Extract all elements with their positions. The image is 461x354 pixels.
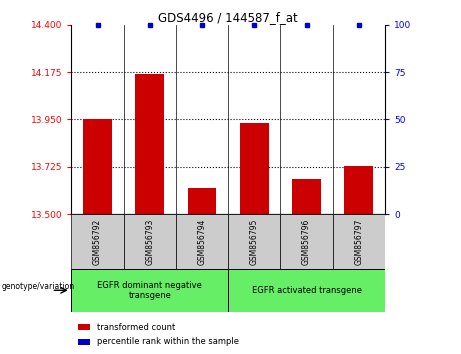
Bar	[124, 214, 176, 269]
Bar	[176, 214, 228, 269]
Text: transformed count: transformed count	[96, 322, 175, 332]
Bar	[78, 339, 90, 345]
Bar	[228, 269, 385, 312]
Text: GSM856794: GSM856794	[198, 218, 207, 265]
Text: GSM856796: GSM856796	[302, 218, 311, 265]
Bar	[71, 269, 228, 312]
Text: genotype/variation: genotype/variation	[1, 281, 75, 291]
Text: EGFR activated transgene: EGFR activated transgene	[252, 286, 361, 295]
Text: GSM856795: GSM856795	[250, 218, 259, 265]
Text: percentile rank within the sample: percentile rank within the sample	[96, 337, 238, 347]
Text: GSM856793: GSM856793	[145, 218, 154, 265]
Bar	[78, 324, 90, 330]
Bar	[83, 119, 112, 214]
Bar	[188, 188, 217, 214]
Bar	[280, 214, 333, 269]
Text: EGFR dominant negative
transgene: EGFR dominant negative transgene	[97, 281, 202, 300]
Text: GSM856792: GSM856792	[93, 218, 102, 265]
Bar	[71, 214, 124, 269]
Text: GSM856797: GSM856797	[355, 218, 363, 265]
Bar	[344, 166, 373, 214]
Bar	[292, 179, 321, 214]
Bar	[136, 74, 164, 214]
Title: GDS4496 / 144587_f_at: GDS4496 / 144587_f_at	[158, 11, 298, 24]
Bar	[333, 214, 385, 269]
Bar	[228, 214, 280, 269]
Bar	[240, 122, 269, 214]
